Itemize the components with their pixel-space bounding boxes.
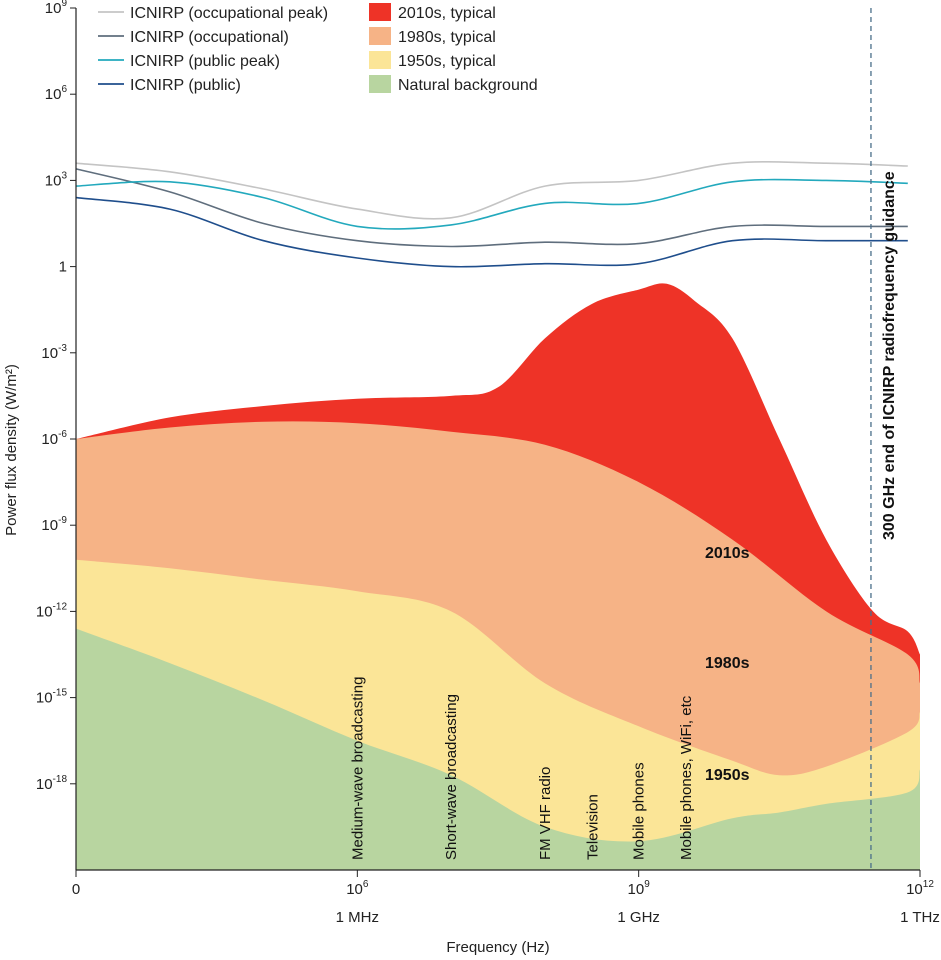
legend-entry-icnirp-public-peak: ICNIRP (public peak): [130, 53, 280, 70]
annotation-layer: Medium-wave broadcasting Short-wave broad…: [349, 677, 695, 860]
legend-entry-2010s-typical: 2010s, typical: [398, 5, 496, 22]
y-tick-label: 10-6: [41, 429, 67, 448]
legend-entry-icnirp-occupational: ICNIRP (occupational): [130, 29, 289, 46]
line-icnirp-public: [75, 196, 908, 268]
band-label-layer: 2010s 1980s 1950s: [705, 545, 750, 784]
annotation-short-wave-broadcasting: Short-wave broadcasting: [443, 694, 460, 860]
x-tick-sublabel: 1 MHz: [336, 909, 379, 926]
legend-swatch-1980s-typical: [369, 27, 391, 45]
y-tick-label: 10-15: [36, 688, 68, 707]
line-icnirp-occupational: [75, 168, 908, 248]
annotation-fm-vhf-radio: FM VHF radio: [537, 767, 554, 860]
legend-entry-icnirp-public: ICNIRP (public): [130, 77, 241, 94]
guide-layer: 300 GHz end of ICNIRP radiofrequency gui…: [870, 8, 898, 870]
legend-entry-1950s-typical: 1950s, typical: [398, 53, 496, 70]
tick-layer: 109 106 103 1 10-3 10-6 10-9 10-12 10-15 10-18 0 10…: [36, 0, 940, 926]
y-tick-label: 10-12: [36, 601, 68, 620]
y-tick-label: 1: [59, 259, 67, 276]
x-tick-label: 109: [628, 879, 651, 898]
annotation-television: Television: [584, 794, 601, 860]
y-axis-title: Power flux density (W/m²): [3, 364, 20, 536]
annotation-mobile-phones: Mobile phones: [631, 762, 648, 860]
band-label-2010s: 2010s: [705, 545, 750, 562]
y-tick-label: 103: [45, 170, 68, 189]
x-tick-label: 106: [346, 879, 369, 898]
y-tick-label: 10-18: [36, 774, 68, 793]
band-label-1950s: 1950s: [705, 767, 750, 784]
annotation-mobile-phones-wifi-etc: Mobile phones, WiFi, etc: [678, 695, 695, 860]
area-layer: [76, 283, 920, 871]
area-natural-background: [76, 628, 920, 870]
line-icnirp-public-peak: [75, 178, 908, 230]
x-tick-label: 1012: [906, 879, 934, 898]
annotation-medium-wave-broadcasting: Medium-wave broadcasting: [349, 677, 366, 860]
y-tick-label: 109: [45, 0, 68, 17]
y-tick-label: 10-9: [41, 515, 67, 534]
guide-line-label: 300 GHz end of ICNIRP radiofrequency gui…: [881, 171, 898, 540]
legend: ICNIRP (occupational peak) ICNIRP (occupa…: [98, 3, 538, 94]
legend-entry-natural-background: Natural background: [398, 77, 538, 94]
line-layer: [75, 161, 908, 268]
legend-swatch-natural-background: [369, 75, 391, 93]
y-tick-label: 106: [45, 84, 68, 103]
legend-swatch-1950s-typical: [369, 51, 391, 69]
band-label-1980s: 1980s: [705, 655, 750, 672]
x-tick-sublabel: 1 THz: [900, 909, 940, 926]
x-tick-label: 0: [72, 881, 80, 898]
line-icnirp-occupational-peak: [75, 161, 908, 220]
x-tick-sublabel: 1 GHz: [617, 909, 660, 926]
y-tick-label: 10-3: [41, 343, 67, 362]
x-axis-title: Frequency (Hz): [446, 939, 549, 956]
legend-entry-1980s-typical: 1980s, typical: [398, 29, 496, 46]
legend-swatch-2010s-typical: [369, 3, 391, 21]
legend-entry-icnirp-occupational-peak: ICNIRP (occupational peak): [130, 5, 328, 22]
